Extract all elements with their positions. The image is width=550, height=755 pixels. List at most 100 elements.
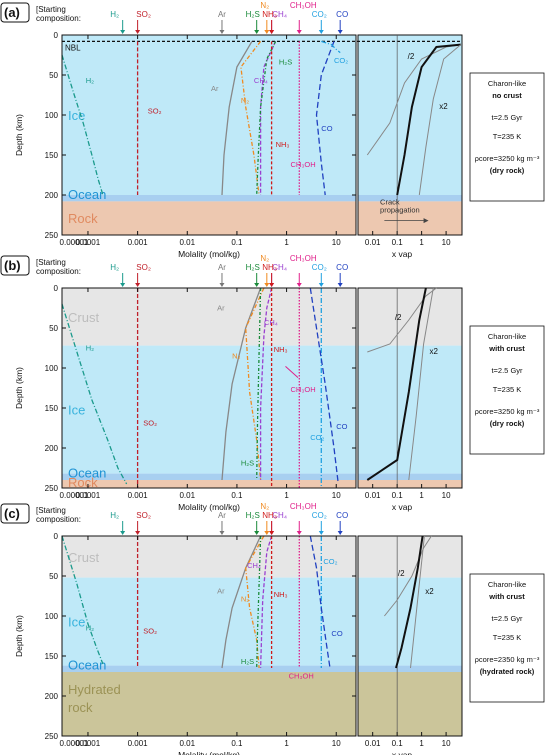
series-label: N₂ (232, 351, 240, 360)
series-label: CH₃OH (291, 385, 316, 394)
series-label: CO₂ (334, 56, 348, 65)
xvap-curve-label: /2 (395, 313, 402, 322)
right-x-tick-label: 0.01 (365, 739, 381, 748)
right-x-tick-label: 1 (419, 491, 424, 500)
series-label: H₂S (279, 58, 292, 67)
starting-marker-arrow (296, 30, 302, 34)
info-box-line: t=2.5 Gyr (491, 614, 523, 623)
starting-marker-label: H₂S (246, 10, 260, 19)
starting-marker-label: N₂ (260, 254, 269, 263)
starting-marker-arrow (337, 30, 343, 34)
layer-hydrated-rock (62, 672, 356, 736)
starting-label-1: [Starting (36, 5, 66, 14)
series-label: CH₄ (264, 318, 278, 327)
y-tick-label: 100 (45, 612, 59, 621)
layer-label-ice: Ice (68, 403, 85, 418)
layer-right-crust (358, 536, 462, 578)
x-tick-label: 0.1 (231, 491, 243, 500)
y-tick-label: 0 (54, 284, 59, 293)
starting-marker-label: H₂ (110, 10, 119, 19)
starting-marker-arrow (318, 30, 324, 34)
layer-label-crust: Crust (68, 550, 99, 565)
starting-marker-label: H₂S (246, 511, 260, 520)
info-box-line: t=2.5 Gyr (491, 366, 523, 375)
starting-marker-label: CO₂ (312, 511, 327, 520)
y-tick-label: 250 (45, 484, 59, 493)
info-box (469, 72, 545, 202)
series-label: Ar (217, 303, 225, 312)
series-label: SO₂ (143, 419, 157, 428)
starting-label-1: [Starting (36, 506, 66, 515)
series-line (315, 41, 335, 196)
info-box-line: T=235 K (493, 385, 522, 394)
series-label: CH₃OH (289, 671, 314, 680)
xvap-curve (418, 44, 462, 196)
right-plot-frame (357, 287, 463, 489)
starting-label-2: composition: (36, 515, 81, 524)
series-label: CH₃OH (291, 160, 316, 169)
series-label: Ar (211, 84, 219, 93)
starting-marker-label: CH₃OH (290, 1, 317, 10)
series-label: H₂ (86, 76, 94, 85)
right-x-tick-label: 1 (419, 238, 424, 247)
y-tick-label: 150 (45, 652, 59, 661)
info-box-line: ρcore=3250 kg m⁻³ (475, 154, 540, 163)
series-line (259, 535, 273, 669)
x-axis-label: Molality (mol/kg) (178, 249, 240, 259)
series-line (221, 535, 262, 669)
x-tick-label: 10 (332, 491, 341, 500)
right-x-tick-label: 10 (442, 739, 451, 748)
series-line (309, 535, 331, 669)
starting-marker-label: SO₂ (136, 10, 151, 19)
starting-marker-arrow (120, 30, 126, 34)
starting-marker-arrow (337, 531, 343, 535)
series-line (61, 535, 104, 665)
layer-label-hydrated: Hydrated (68, 682, 121, 697)
starting-marker-arrow (219, 283, 225, 287)
layer-crust (62, 288, 356, 346)
plot-frame (61, 287, 357, 489)
y-axis-label: Depth (km) (14, 114, 24, 156)
series-label: CO₂ (323, 557, 337, 566)
series-label: SO₂ (148, 106, 162, 115)
series-line (221, 287, 262, 481)
starting-marker-arrow (135, 283, 141, 287)
nbl-label: NBL (65, 43, 81, 52)
layer-right-ocean (358, 195, 462, 202)
x-axis-label: Molality (mol/kg) (178, 750, 240, 755)
y-axis-label: Depth (km) (14, 615, 24, 657)
right-plot-frame (357, 34, 463, 236)
plot-frame (61, 535, 357, 737)
panel-label: (b) (4, 258, 21, 273)
x-tick-label: 0.00001 (60, 739, 89, 748)
series-label: SO₂ (143, 627, 157, 636)
series-label: H₂S (241, 657, 254, 666)
y-tick-label: 200 (45, 444, 59, 453)
starting-marker-arrow (318, 531, 324, 535)
series-label: CO₂ (310, 433, 324, 442)
starting-marker-label: CO (336, 511, 348, 520)
starting-marker-label: Ar (218, 263, 226, 272)
info-box-line: ρcore=2350 kg m⁻³ (475, 655, 540, 664)
right-x-tick-label: 0.01 (365, 238, 381, 247)
starting-marker-label: NH₃ (262, 263, 277, 272)
info-box-line: (dry rock) (490, 419, 525, 428)
starting-marker-arrow (296, 531, 302, 535)
starting-marker-label: N₂ (260, 1, 269, 10)
x-tick-label: 0.0001 (76, 238, 101, 247)
layer-rock (62, 480, 356, 488)
xvap-curve (366, 287, 427, 481)
starting-marker-label: CH₃OH (290, 502, 317, 511)
layer-label-rock: Rock (68, 211, 98, 226)
y-tick-label: 200 (45, 692, 59, 701)
x-tick-label: 0.00001 (60, 491, 89, 500)
right-x-axis-label: x vap (392, 249, 413, 259)
starting-marker-label: H₂ (110, 511, 119, 520)
info-box-line: t=2.5 Gyr (491, 113, 523, 122)
series-line (321, 40, 341, 54)
y-tick-label: 250 (45, 231, 59, 240)
crack-label-2: propagation (380, 206, 420, 215)
panel-label-box (0, 2, 30, 23)
panel-label: (a) (4, 5, 20, 20)
y-tick-label: 200 (45, 191, 59, 200)
